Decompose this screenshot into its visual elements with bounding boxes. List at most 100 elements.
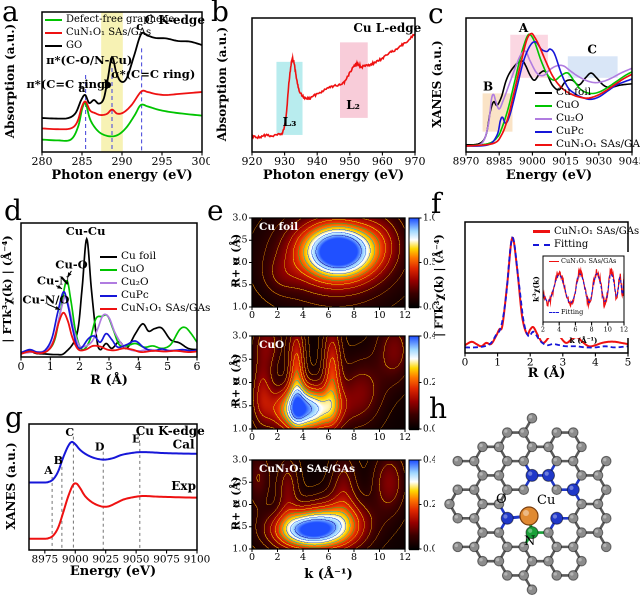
- panel-b: b Absorption (a.u.) Photon energy (eV): [210, 0, 425, 192]
- panel-d-chart-canvas: [0, 195, 210, 400]
- legend-label: Cu₂O: [556, 112, 584, 124]
- panel-e-heatmap-canvas: [205, 195, 435, 600]
- legend-item: Cu foil: [100, 251, 210, 262]
- panel-e: e R+ α (Å) R+ α (Å) R+ α (Å) k (Å⁻¹): [205, 195, 435, 600]
- panel-h-structure-canvas: [425, 395, 640, 600]
- legend-line-swatch: [535, 117, 552, 120]
- legend-line-swatch: [45, 31, 62, 34]
- panel-g-xlabel: Energy (eV): [69, 564, 157, 579]
- legend-line-swatch: [100, 255, 117, 258]
- panel-a-ylabel: Absorption (a.u.): [3, 23, 17, 139]
- panel-g: g XANES (a.u.) Energy (eV): [0, 400, 215, 595]
- legend-label: CuN₁O₁ SAs/GAs: [554, 226, 640, 237]
- legend-label: GO: [66, 40, 83, 51]
- panel-f-ylabel: | FTk³χ(k) | (Å⁻⁴): [432, 234, 446, 337]
- legend-label: Cu foil: [556, 86, 592, 98]
- legend-item: CuO: [535, 100, 640, 111]
- panel-e-ylabel-3: R+ α (Å): [229, 476, 243, 531]
- panel-letter-c: c: [428, 0, 444, 30]
- panel-letter-e: e: [207, 194, 224, 227]
- legend-line-swatch: [100, 307, 117, 310]
- panel-d-ylabel: | FTk³χ(k) | (Å⁻⁴): [0, 235, 14, 343]
- n-atom-label: N: [524, 534, 536, 549]
- legend-item: CuN₁O₁ SAs/GAs: [100, 303, 210, 314]
- legend-label: CuPc: [556, 125, 584, 137]
- panel-letter-b: b: [211, 0, 229, 28]
- legend-label: Fitting: [561, 308, 584, 316]
- legend-label: Cu₂O: [121, 276, 149, 288]
- panel-g-chart-canvas: [0, 400, 215, 595]
- cu-atom-label: Cu: [537, 493, 556, 508]
- legend-item: CuPc: [100, 290, 210, 301]
- o-atom-label: O: [496, 492, 507, 507]
- panel-b-chart-canvas: [210, 0, 425, 192]
- panel-d-xlabel: R (Å): [90, 373, 128, 388]
- panel-d-legend: Cu foil CuO Cu₂O CuPc CuN₁O₁ SAs/GAs: [100, 251, 210, 314]
- panel-letter-f: f: [431, 187, 442, 220]
- legend-item: Cu₂O: [535, 113, 640, 124]
- panel-c-legend: Cu foil CuO Cu₂O CuPc CuN₁O₁ SAs/GAs: [535, 87, 640, 150]
- legend-item: Defect-free graphene: [45, 14, 174, 25]
- panel-letter-d: d: [4, 194, 22, 227]
- legend-dashed-line-swatch: [549, 312, 559, 313]
- panel-c-chart-canvas: [425, 0, 640, 192]
- panel-a: a Absorption (a.u.) Photon energy (eV) D…: [0, 0, 210, 192]
- legend-line-swatch: [45, 18, 62, 21]
- panel-g-ylabel: XANES (a.u.): [4, 442, 18, 530]
- panel-e-ylabel-1: R+ α (Å): [229, 233, 243, 288]
- legend-label: Cu foil: [121, 250, 157, 262]
- legend-line-swatch: [535, 143, 552, 146]
- legend-item: CuN₁O₁ SAs/GAs: [45, 27, 174, 38]
- panel-b-xlabel: Photon energy (eV): [262, 168, 405, 183]
- panel-e-xlabel: k (Å⁻¹): [304, 567, 353, 582]
- legend-item: GO: [45, 40, 174, 51]
- legend-item: Cu foil: [535, 87, 640, 98]
- legend-item: Fitting: [549, 309, 583, 316]
- legend-item: CuN₁O₁ SAs/GAs: [535, 139, 640, 150]
- legend-line-swatch: [549, 261, 559, 262]
- legend-line-swatch: [100, 268, 117, 271]
- legend-item: Fitting: [533, 239, 639, 250]
- legend-item: Cu₂O: [100, 277, 210, 288]
- legend-label: CuPc: [121, 289, 149, 301]
- legend-label: Defect-free graphene: [66, 14, 175, 25]
- panel-f-inset-legend-top: CuN₁O₁ SAs/GAs: [549, 258, 616, 265]
- panel-f-inset-legend-bottom: Fitting: [549, 309, 583, 316]
- panel-d: d | FTk³χ(k) | (Å⁻⁴) R (Å) Cu foil CuO Cu₂…: [0, 195, 210, 400]
- panel-letter-g: g: [5, 401, 23, 434]
- panel-a-legend: Defect-free graphene CuN₁O₁ SAs/GAs GO: [45, 14, 174, 51]
- legend-label: CuN₁O₁ SAs/GAs: [556, 138, 640, 150]
- legend-item: CuN₁O₁ SAs/GAs: [533, 226, 639, 237]
- legend-label: CuN₁O₁ SAs/GAs: [66, 27, 152, 38]
- panel-c-xlabel: Energy (eV): [505, 168, 593, 183]
- panel-letter-h: h: [429, 392, 448, 425]
- legend-line-swatch: [45, 44, 62, 47]
- legend-item: CuN₁O₁ SAs/GAs: [549, 258, 616, 265]
- legend-line-swatch: [535, 130, 552, 133]
- panel-e-ylabel-2: R+ α (Å): [229, 353, 243, 408]
- panel-a-xlabel: Photon energy (eV): [51, 168, 193, 183]
- legend-label: CuO: [121, 263, 145, 275]
- legend-line-swatch: [100, 294, 117, 297]
- legend-line-swatch: [535, 91, 552, 94]
- legend-item: CuO: [100, 264, 210, 275]
- panel-f: f | FTk³χ(k) | (Å⁻⁴) R (Å) CuN₁O₁ SAs/GA…: [425, 190, 640, 385]
- panel-f-legend: CuN₁O₁ SAs/GAs Fitting: [533, 226, 639, 250]
- panel-a-chart-canvas: [0, 0, 210, 192]
- legend-line-swatch: [533, 230, 550, 233]
- panel-f-chart-canvas: [425, 190, 640, 385]
- legend-line-swatch: [100, 281, 117, 284]
- legend-label: CuN₁O₁ SAs/GAs: [121, 302, 211, 314]
- legend-line-swatch: [535, 104, 552, 107]
- legend-label: Fitting: [554, 239, 589, 250]
- panel-c: c XANES (a.u.) Energy (eV) Cu foil CuO Cu₂…: [425, 0, 640, 192]
- legend-dashed-line-swatch: [533, 243, 550, 246]
- panel-letter-a: a: [2, 0, 19, 28]
- legend-label: CuO: [556, 99, 580, 111]
- legend-label: CuN₁O₁ SAs/GAs: [561, 257, 617, 265]
- panel-f-xlabel: R (Å): [527, 366, 566, 381]
- panel-b-ylabel: Absorption (a.u.): [215, 26, 229, 142]
- legend-item: CuPc: [535, 126, 640, 137]
- panel-c-ylabel: XANES (a.u.): [430, 40, 444, 128]
